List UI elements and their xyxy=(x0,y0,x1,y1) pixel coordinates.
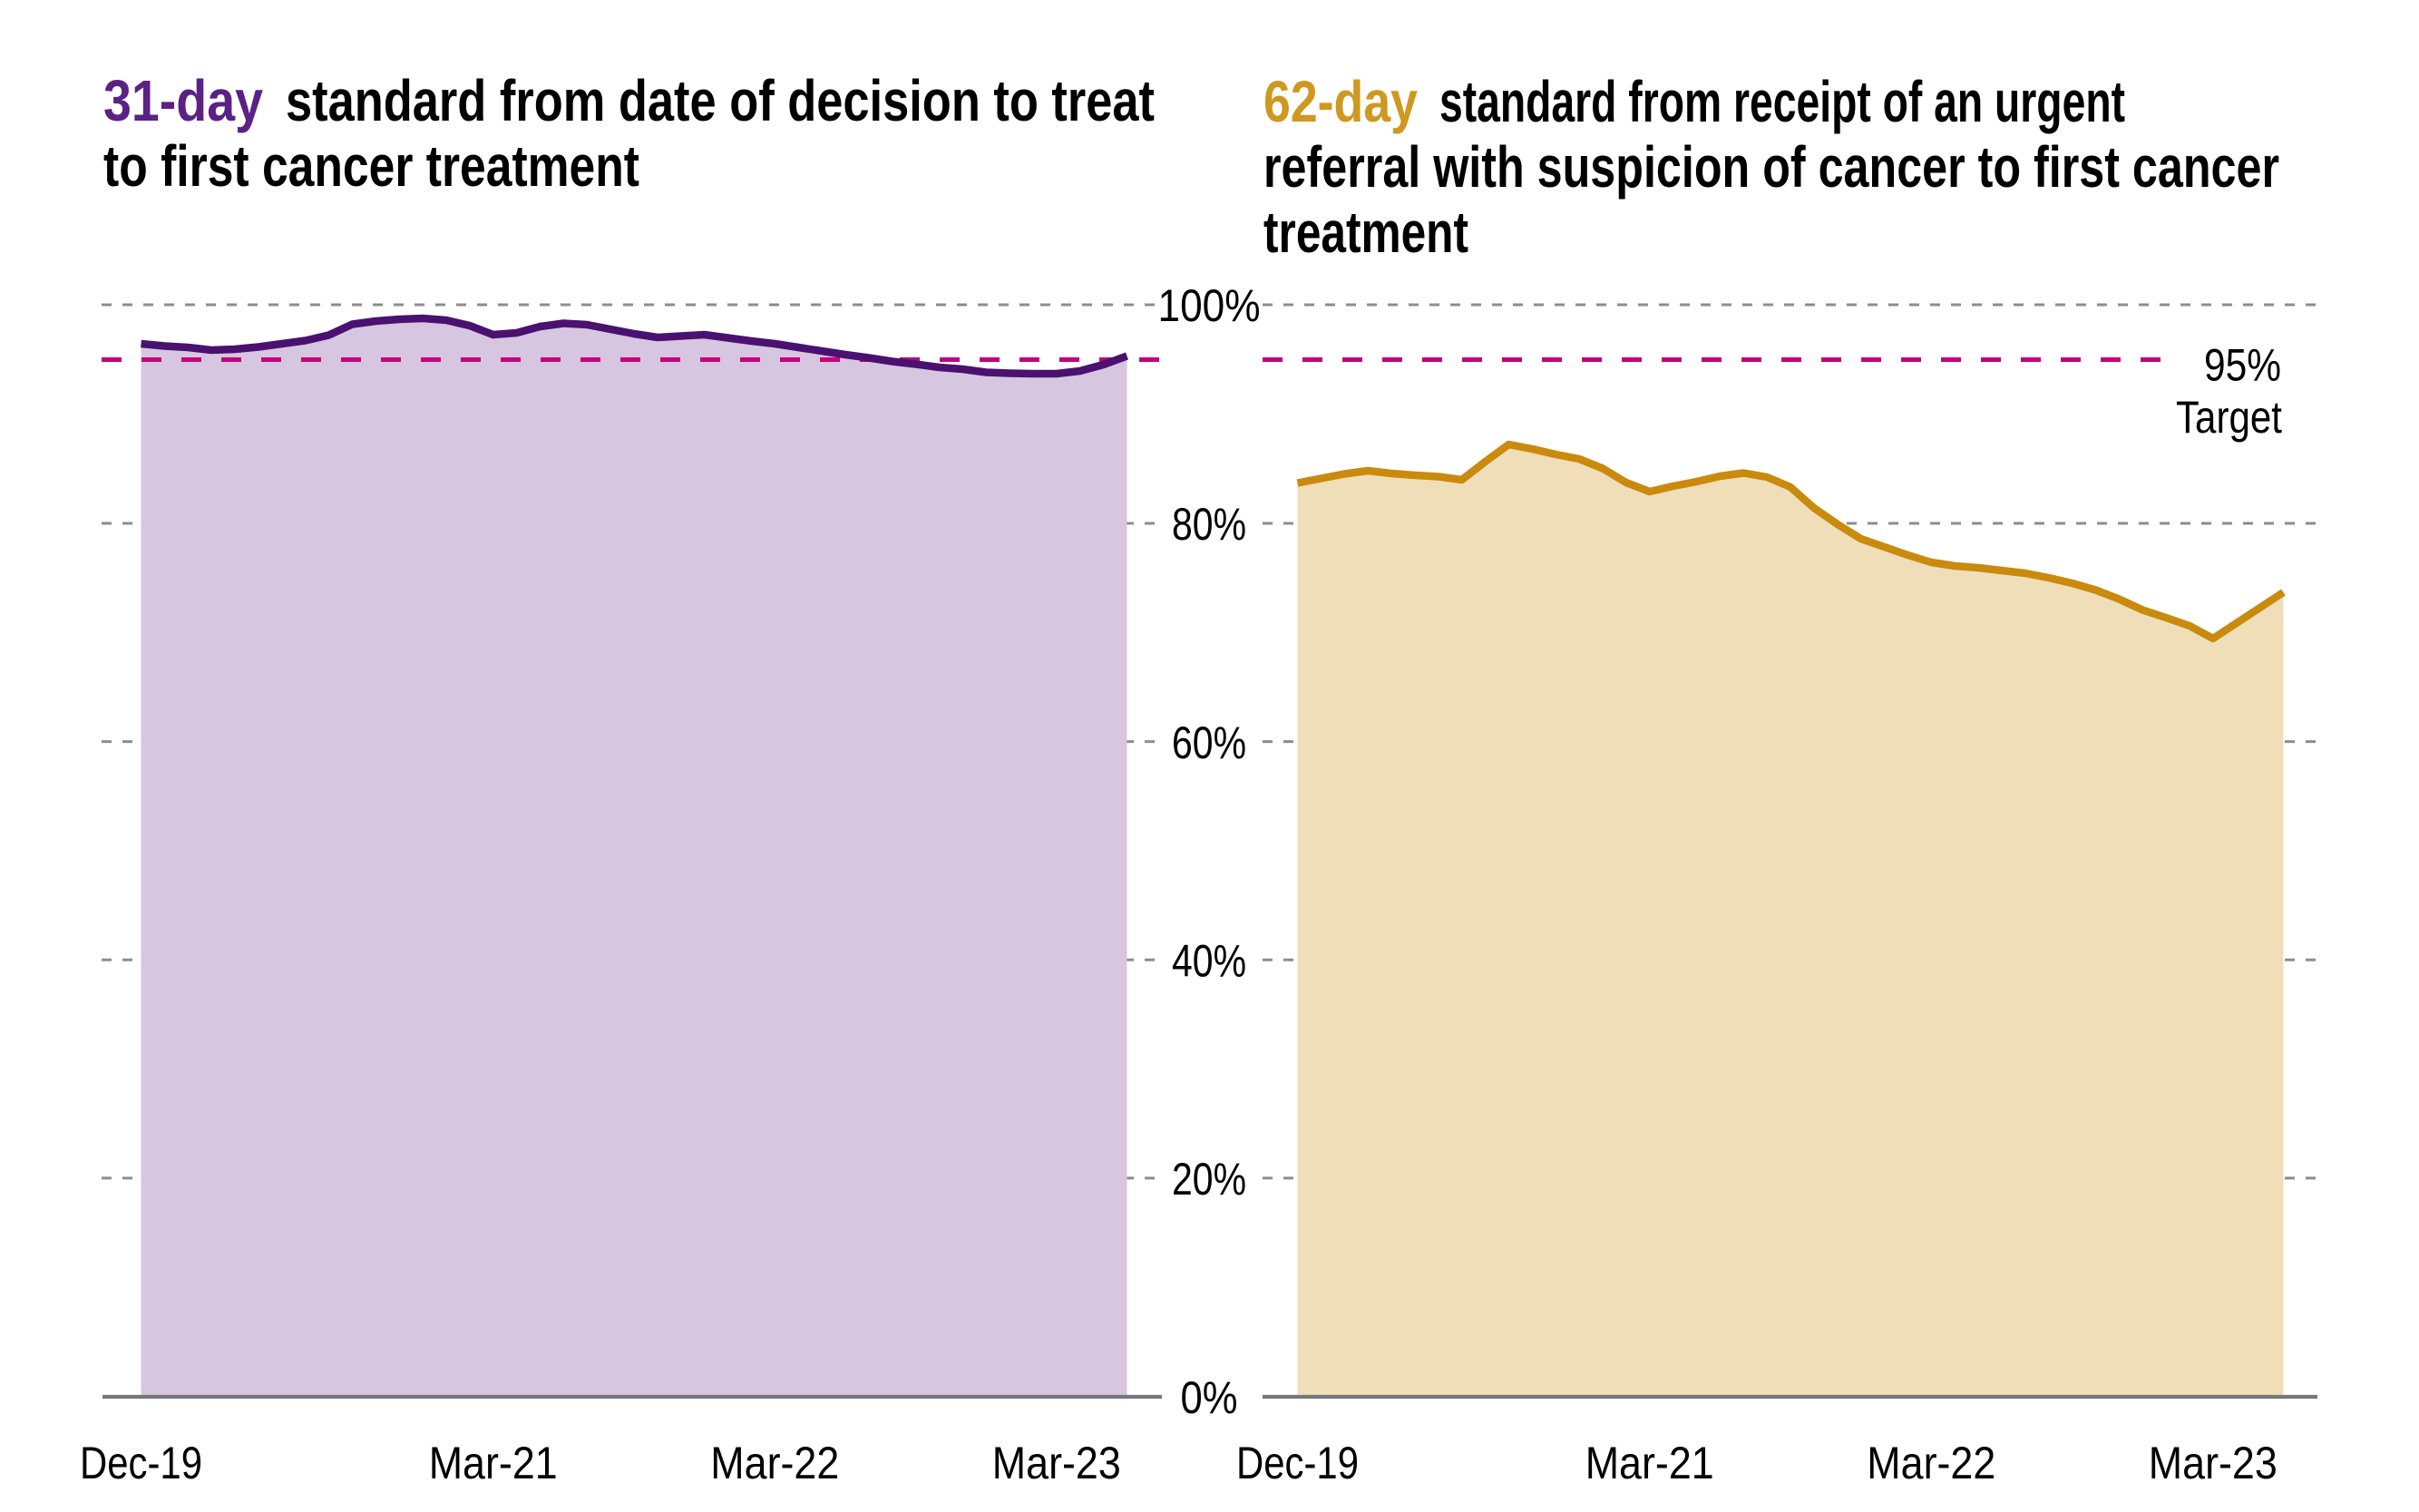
svg-text:31-day: 31-day xyxy=(103,68,263,133)
svg-text:Mar-22: Mar-22 xyxy=(1867,1438,1995,1488)
svg-text:95%: 95% xyxy=(2204,339,2281,390)
svg-text:treatment: treatment xyxy=(1263,200,1468,265)
svg-text:standard from date of decision: standard from date of decision to treat xyxy=(286,68,1155,133)
svg-text:100%: 100% xyxy=(1158,280,1261,331)
svg-text:40%: 40% xyxy=(1172,935,1246,986)
svg-text:Mar-23: Mar-23 xyxy=(992,1438,1121,1488)
svg-text:Mar-22: Mar-22 xyxy=(710,1438,839,1488)
svg-text:to first cancer treatment: to first cancer treatment xyxy=(103,133,639,199)
svg-text:20%: 20% xyxy=(1172,1154,1246,1205)
svg-text:0%: 0% xyxy=(1181,1372,1238,1423)
svg-text:60%: 60% xyxy=(1172,717,1246,768)
svg-text:Mar-23: Mar-23 xyxy=(2149,1438,2278,1488)
svg-text:Target: Target xyxy=(2176,392,2282,443)
svg-text:Dec-19: Dec-19 xyxy=(1236,1438,1359,1488)
svg-text:Dec-19: Dec-19 xyxy=(80,1438,202,1488)
svg-text:80%: 80% xyxy=(1172,499,1246,550)
svg-text:Mar-21: Mar-21 xyxy=(429,1438,558,1488)
svg-text:62-day: 62-day xyxy=(1263,69,1418,134)
svg-text:standard from receipt of an ur: standard from receipt of an urgent xyxy=(1439,69,2125,134)
svg-text:Mar-21: Mar-21 xyxy=(1585,1438,1714,1488)
svg-text:referral with suspicion of can: referral with suspicion of cancer to fir… xyxy=(1263,134,2279,200)
